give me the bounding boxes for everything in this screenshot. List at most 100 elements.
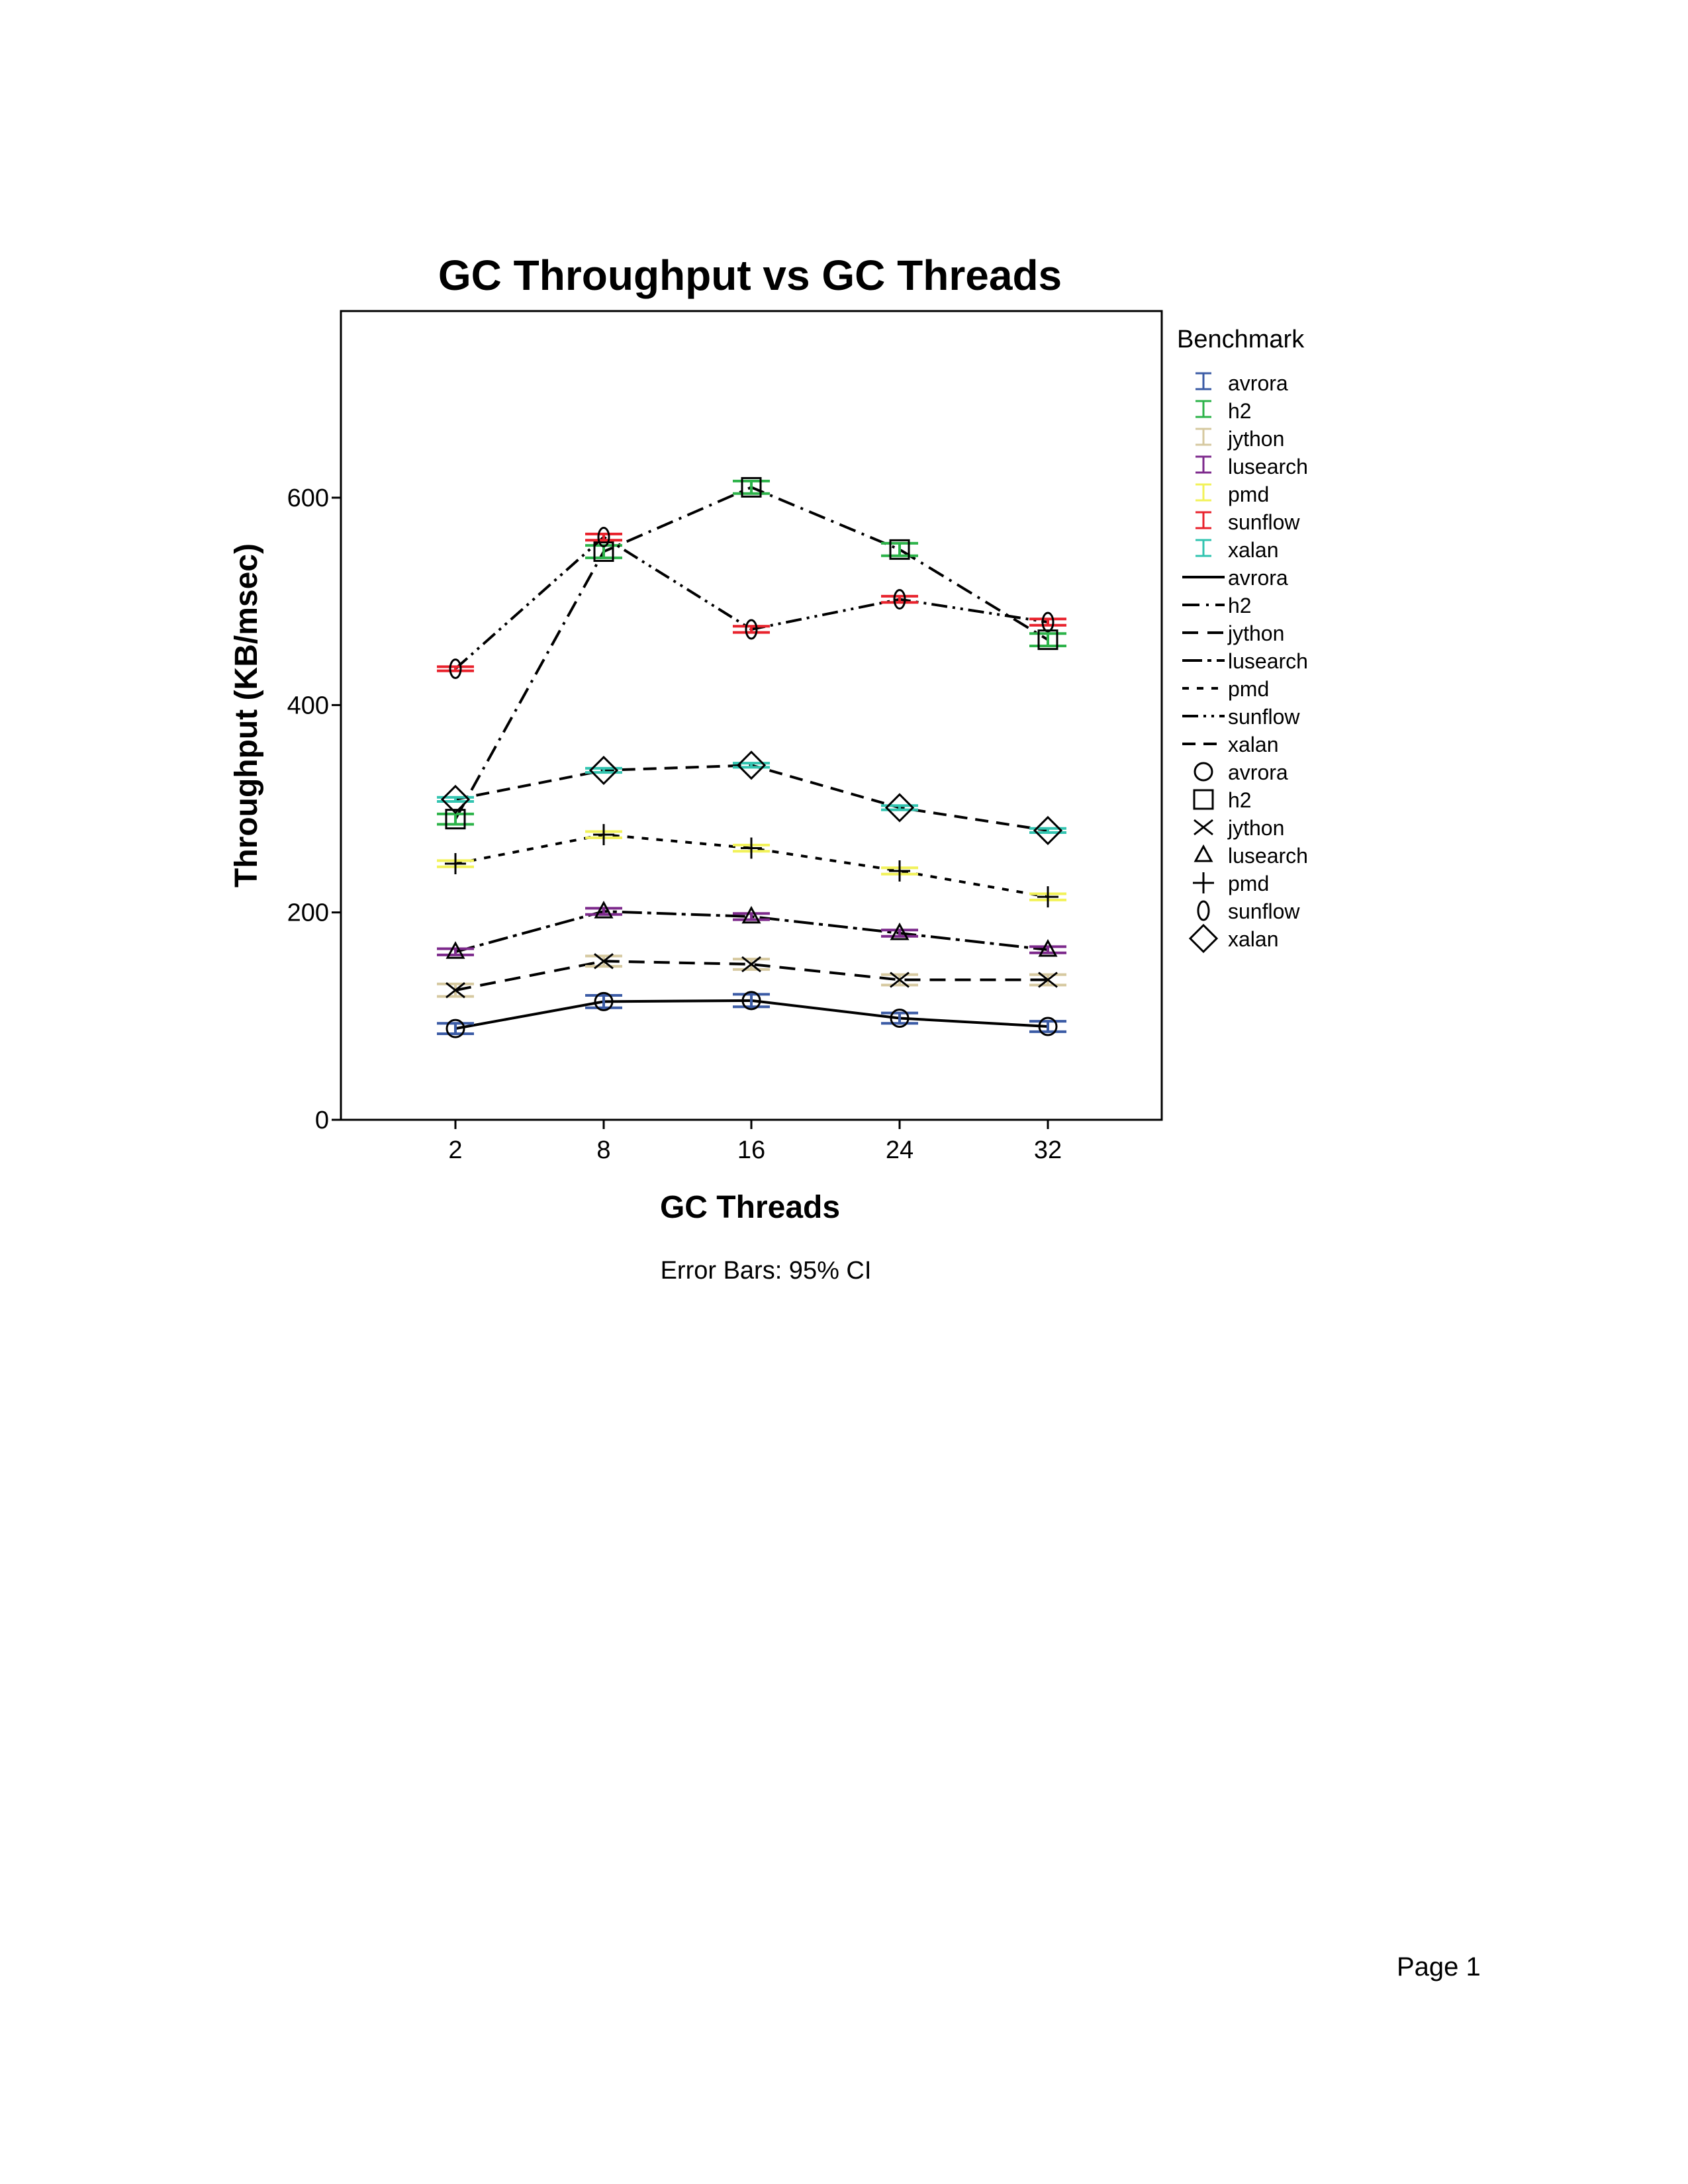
series-jython: [437, 953, 1066, 999]
legend-marker: [1193, 789, 1214, 810]
legend-marker-sunflow: sunflow: [1197, 899, 1300, 923]
y-tick-label: 400: [287, 692, 329, 719]
data-point-jython: [594, 953, 614, 970]
data-point-sunflow: [745, 619, 758, 640]
data-point-xalan: [736, 751, 767, 780]
series-avrora: [437, 991, 1066, 1038]
series-line-pmd: [455, 833, 1049, 899]
error-bar-sunflow: [585, 532, 622, 542]
error-bar-lusearch: [733, 912, 770, 921]
legend-label: xalan: [1228, 927, 1279, 951]
legend-label: lusearch: [1228, 649, 1308, 673]
data-point-pmd: [741, 837, 762, 859]
legend-errorbar-avrora: avrora: [1196, 371, 1288, 395]
legend-label: h2: [1228, 594, 1252, 617]
error-bar-lusearch: [1029, 945, 1066, 954]
error-bar-sunflow: [437, 665, 474, 672]
legend-marker: [1194, 762, 1213, 782]
legend-line-avrora: avrora: [1182, 566, 1288, 590]
data-point-xalan: [1033, 815, 1063, 846]
x-tick-label: 24: [886, 1136, 914, 1164]
data-point-h2: [445, 809, 466, 830]
legend-label: sunflow: [1228, 510, 1300, 534]
series-line-h2: [454, 486, 1049, 820]
data-point-lusearch: [741, 905, 761, 924]
page-number: Page 1: [1397, 1952, 1481, 1981]
data-point-avrora: [741, 991, 761, 1011]
legend-label: xalan: [1228, 733, 1279, 756]
data-point-jython: [445, 981, 465, 999]
legend-marker: [1188, 923, 1219, 954]
data-point-jython: [890, 972, 910, 988]
x-tick-label: 16: [737, 1136, 765, 1164]
legend-title: Benchmark: [1177, 326, 1305, 353]
legend-line-jython: jython: [1182, 621, 1284, 645]
series-h2: [437, 477, 1066, 830]
legend-errorbar-h2: h2: [1196, 399, 1252, 423]
legend-marker: [1194, 844, 1213, 862]
error-bar-h2: [881, 541, 918, 557]
series-line-sunflow: [454, 535, 1049, 670]
data-point-avrora: [594, 991, 614, 1011]
y-axis: 0 200 400 600: [287, 484, 341, 1134]
legend-label: jython: [1227, 427, 1284, 451]
legend-errorbar-jython: jython: [1196, 427, 1284, 451]
data-point-lusearch: [1038, 938, 1058, 957]
series-sunflow: [437, 527, 1066, 679]
data-point-h2: [593, 541, 614, 562]
data-point-lusearch: [890, 922, 910, 940]
series-line-jython: [455, 960, 1048, 992]
legend-line-xalan: xalan: [1182, 733, 1279, 756]
legend-errorbar-sunflow: sunflow: [1196, 510, 1300, 534]
legend-errorbar-xalan: xalan: [1196, 538, 1279, 562]
series-line-xalan: [455, 764, 1049, 832]
data-point-jython: [741, 956, 761, 973]
legend-marker: [1193, 872, 1214, 893]
legend-errorbar-pmd: pmd: [1196, 482, 1269, 506]
error-bar-sunflow: [881, 594, 918, 604]
series-xalan: [437, 751, 1066, 846]
legend-marker-h2: h2: [1193, 788, 1252, 812]
legend-label: h2: [1228, 399, 1252, 423]
data-point-h2: [889, 539, 910, 560]
legend-label: pmd: [1228, 872, 1269, 895]
legend-label: avrora: [1228, 566, 1288, 590]
legend-label: jython: [1227, 621, 1284, 645]
error-bar-avrora: [585, 994, 622, 1009]
error-bar-h2: [733, 479, 770, 495]
data-point-xalan: [588, 755, 619, 786]
x-axis-label: GC Threads: [660, 1190, 840, 1225]
series-layer: [437, 477, 1066, 1038]
error-bar-lusearch: [881, 929, 918, 938]
data-point-sunflow: [597, 527, 610, 548]
data-point-sunflow: [893, 589, 906, 610]
legend-label: pmd: [1228, 677, 1269, 701]
error-bar-lusearch: [585, 907, 622, 916]
legend-marker-jython: jython: [1194, 816, 1284, 840]
error-bar-avrora: [1029, 1020, 1066, 1033]
error-bar-avrora: [437, 1022, 474, 1035]
y-tick-label: 600: [287, 484, 329, 512]
data-point-sunflow: [449, 659, 462, 679]
error-bar-h2: [437, 812, 474, 826]
legend-marker: [1197, 900, 1210, 921]
data-point-lusearch: [445, 941, 465, 959]
legend-marker-avrora: avrora: [1194, 760, 1288, 784]
legend-line-pmd: pmd: [1182, 677, 1269, 701]
legend-line-sunflow: sunflow: [1182, 705, 1300, 729]
legend-label: lusearch: [1228, 455, 1308, 478]
series-pmd: [437, 824, 1066, 908]
footnote: Error Bars: 95% CI: [661, 1257, 872, 1285]
legend-label: jython: [1227, 816, 1284, 840]
legend-label: pmd: [1228, 482, 1269, 506]
y-tick-label: 200: [287, 899, 329, 927]
data-point-pmd: [593, 824, 614, 846]
x-axis: 2 8 16 24 32: [448, 1120, 1062, 1164]
data-point-xalan: [440, 784, 471, 815]
legend-marker-lusearch: lusearch: [1194, 844, 1308, 868]
legend-line-h2: h2: [1182, 594, 1252, 617]
legend-marker: [1194, 819, 1213, 836]
data-point-lusearch: [594, 900, 614, 919]
chart-title: GC Throughput vs GC Threads: [438, 251, 1062, 299]
